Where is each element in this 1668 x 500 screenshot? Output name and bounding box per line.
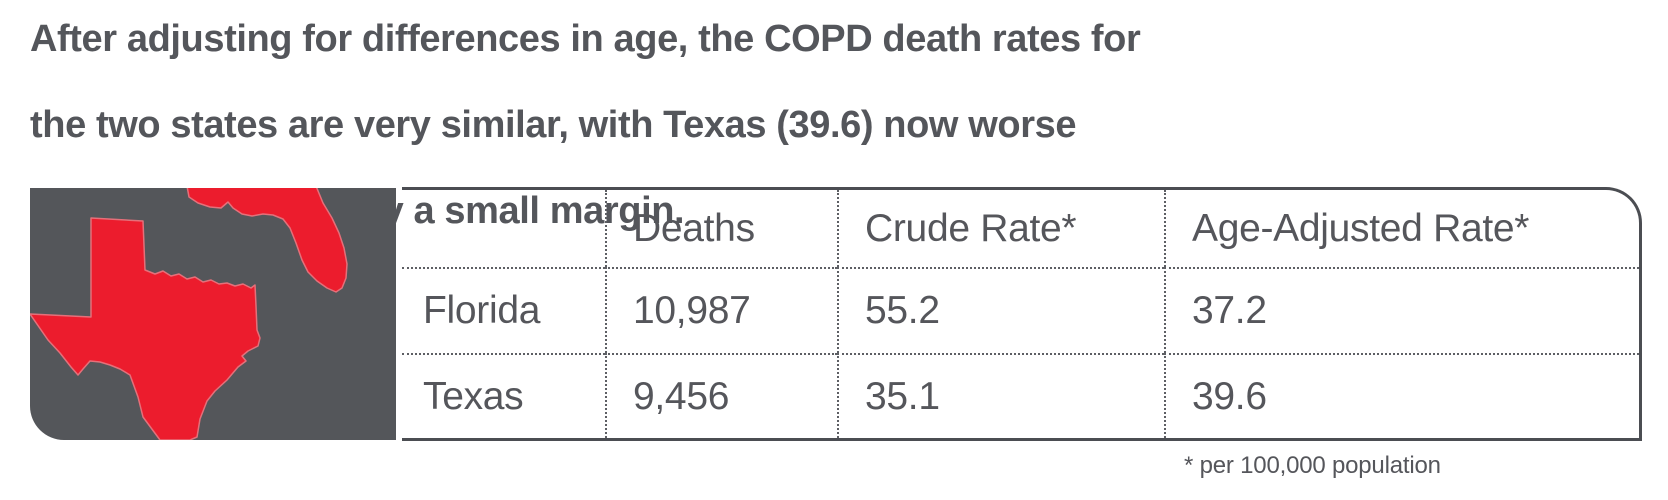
florida-age-adjusted-rate: 37.2: [1164, 267, 1639, 353]
texas-age-adjusted-rate: 39.6: [1164, 353, 1639, 438]
headline-line-1: After adjusting for differences in age, …: [30, 18, 1141, 60]
florida-deaths: 10,987: [605, 267, 837, 353]
texas-shape: [30, 217, 261, 440]
texas-state-label: Texas: [402, 353, 605, 438]
states-map-panel: [30, 188, 396, 440]
copd-rates-table: Deaths Crude Rate* Age-Adjusted Rate* Fl…: [402, 187, 1642, 441]
texas-crude-rate: 35.1: [837, 353, 1164, 438]
florida-state-label: Florida: [402, 267, 605, 353]
header-crude-rate: Crude Rate*: [837, 190, 1164, 267]
header-deaths: Deaths: [605, 190, 837, 267]
headline-line-2: the two states are very similar, with Te…: [30, 104, 1077, 146]
header-age-adjusted-rate: Age-Adjusted Rate*: [1164, 190, 1639, 267]
texas-florida-map: [30, 188, 348, 440]
florida-crude-rate: 55.2: [837, 267, 1164, 353]
header-state: [402, 190, 605, 267]
florida-shape: [186, 188, 348, 293]
table-footnote: * per 100,000 population: [1184, 452, 1441, 479]
texas-deaths: 9,456: [605, 353, 837, 438]
